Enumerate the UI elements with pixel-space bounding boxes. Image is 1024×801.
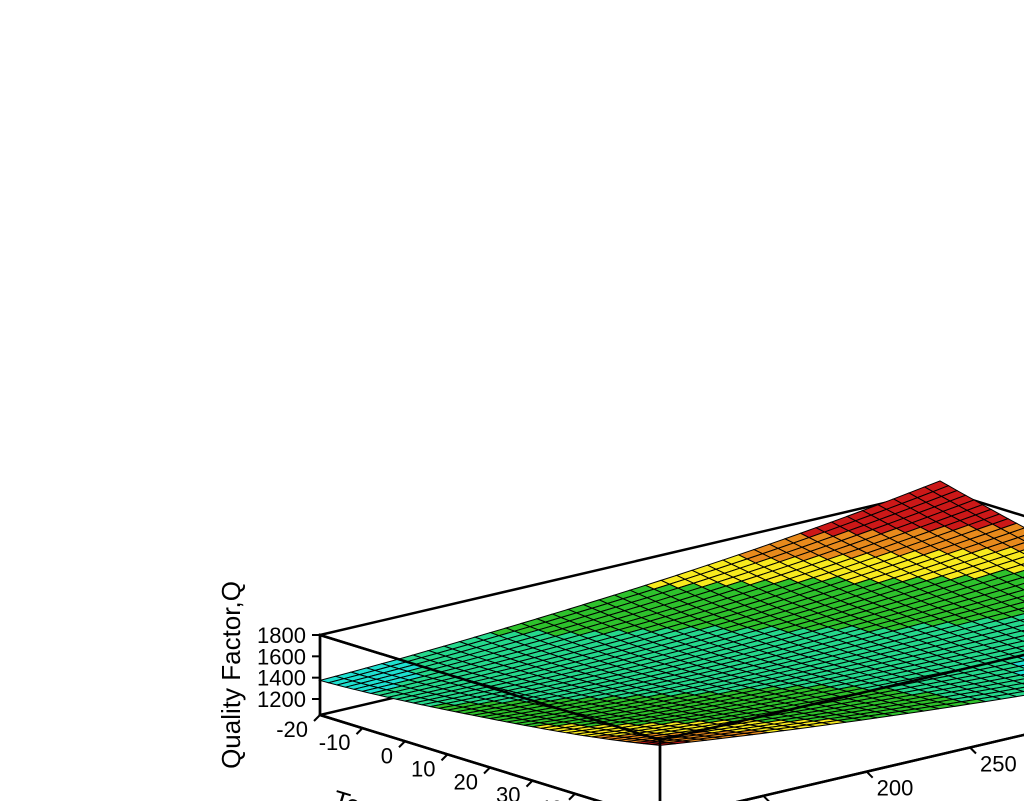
svg-text:Quality Factor,Q: Quality Factor,Q bbox=[216, 581, 246, 769]
x-tick-label: 0 bbox=[381, 743, 393, 768]
surface bbox=[320, 481, 1024, 745]
y-tick-label: 250 bbox=[980, 752, 1017, 777]
x-tick-label: -20 bbox=[276, 717, 308, 742]
z-axis-ticks: 1200140016001800 bbox=[257, 623, 320, 712]
x-tick-label: -10 bbox=[319, 730, 351, 755]
y-tick-label: 200 bbox=[877, 776, 914, 801]
x-tick-label: 30 bbox=[496, 783, 520, 801]
x-tick-label: 10 bbox=[411, 756, 435, 781]
z-tick-label: 1400 bbox=[257, 666, 306, 691]
z-tick-label: 1200 bbox=[257, 687, 306, 712]
x-tick-label: 40 bbox=[539, 796, 563, 801]
z-axis-label: Quality Factor,Q bbox=[216, 581, 246, 769]
z-tick-label: 1600 bbox=[257, 644, 306, 669]
z-tick-label: 1800 bbox=[257, 623, 306, 648]
x-tick-label: 20 bbox=[454, 770, 478, 795]
quality-factor-3d-surface: 1200140016001800Quality Factor,Q-20-1001… bbox=[0, 0, 1024, 801]
